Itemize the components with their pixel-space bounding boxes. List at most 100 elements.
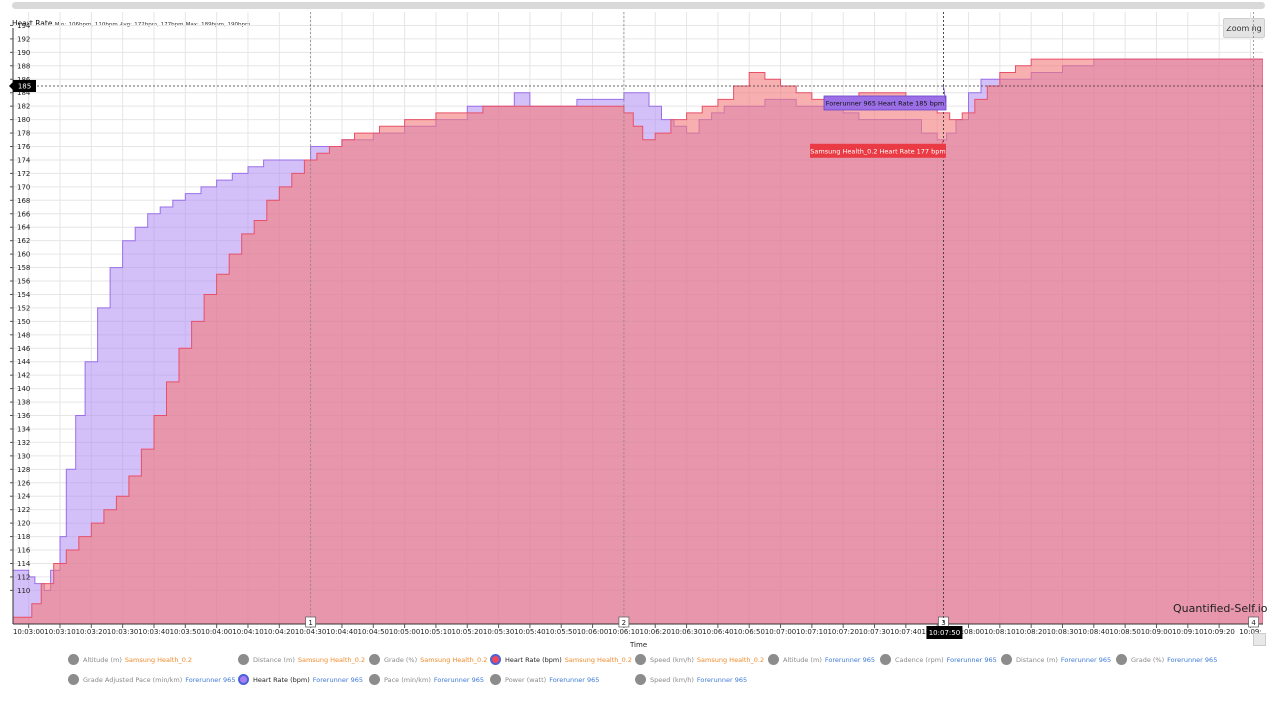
y-tick-label: 174 (17, 156, 31, 164)
x-tick-label: 10:08:30 (1047, 628, 1078, 636)
x-tick-label: 10:09:00 (1141, 628, 1172, 636)
x-tick-label: 10:09:10 (1172, 628, 1203, 636)
y-tick-label: 146 (17, 345, 31, 353)
x-tick-label: 10:05:20 (452, 628, 483, 636)
legend-source-label: Forerunner 965 (1167, 655, 1218, 664)
legend-source-label: Forerunner 965 (824, 655, 876, 664)
y-tick-label: 140 (17, 385, 30, 393)
y-tick-label: 164 (17, 224, 31, 232)
y-tick-label: 136 (17, 412, 31, 420)
y-tick-label: 194 (17, 22, 31, 30)
legend-toggle-dot[interactable] (880, 654, 891, 665)
y-tick-label: 142 (17, 372, 30, 380)
x-tick-label: 10:07:30 (859, 628, 890, 636)
y-tick-label: 130 (17, 452, 30, 460)
lap-label: 2 (622, 619, 626, 627)
zooming-button[interactable]: Zooming (1223, 18, 1265, 38)
y-tick-label: 186 (17, 76, 31, 84)
legend-item[interactable]: Altitude (m) Samsung Health_0.2 (68, 654, 192, 665)
samsung-heart-rate-area (13, 58, 1263, 624)
legend-metric-label: Heart Rate (bpm) (505, 655, 562, 664)
legend-item[interactable]: Cadence (rpm) Forerunner 965 (880, 654, 997, 665)
y-tick-label: 180 (17, 116, 30, 124)
legend-metric-label: Power (watt) (505, 675, 547, 684)
y-tick-label: 144 (17, 358, 31, 366)
legend-item[interactable]: Pace (min/km) Forerunner 965 (369, 674, 484, 685)
x-tick-label: 10:06:30 (671, 628, 702, 636)
reset-zoom-corner[interactable] (1253, 633, 1266, 646)
legend-item[interactable]: Speed (km/h) Forerunner 965 (635, 674, 747, 685)
x-tick-label: 10:07:40 (890, 628, 921, 636)
legend-toggle-dot[interactable] (238, 674, 249, 685)
legend-item[interactable]: Grade Adjusted Pace (min/km) Forerunner 9… (68, 674, 235, 685)
x-tick-label: 10:05:10 (420, 628, 451, 636)
legend-metric-label: Grade (%) (384, 655, 418, 664)
y-tick-label: 126 (17, 479, 31, 487)
legend-item[interactable]: Distance (m) Forerunner 965 (1001, 654, 1111, 665)
x-tick-label: 10:06:40 (702, 628, 733, 636)
x-tick-label: 10:03:30 (107, 628, 138, 636)
legend-metric-label: Altitude (m) (783, 655, 822, 664)
legend-toggle-dot[interactable] (369, 674, 380, 685)
y-tick-label: 166 (17, 210, 31, 218)
legend-toggle-dot[interactable] (768, 654, 779, 665)
legend-toggle-dot[interactable] (635, 654, 646, 665)
legend-toggle-dot[interactable] (635, 674, 646, 685)
x-tick-label: 10:03:40 (138, 628, 169, 636)
legend-item[interactable]: Grade (%) Samsung Health_0.2 (369, 654, 487, 665)
y-tick-label: 138 (17, 399, 30, 407)
legend-item[interactable]: Grade (%) Forerunner 965 (1116, 654, 1217, 665)
legend-toggle-dot[interactable] (369, 654, 380, 665)
legend-item[interactable]: Speed (km/h) Samsung Health_0.2 (635, 654, 764, 665)
legend-source-label: Samsung Health_0.2 (420, 655, 488, 664)
legend-toggle-dot[interactable] (1116, 654, 1127, 665)
x-tick-label: 10:09:20 (1203, 628, 1234, 636)
y-tick-label: 114 (17, 560, 31, 568)
axes (12, 28, 1263, 625)
legend-item[interactable]: Heart Rate (bpm) Forerunner 965 (238, 674, 363, 685)
legend-toggle-dot[interactable] (238, 654, 249, 665)
lap-box (1248, 616, 1260, 628)
legend-toggle-dot[interactable] (1001, 654, 1012, 665)
legend-source-label: Forerunner 965 (312, 675, 363, 684)
legend-source-label: Forerunner 965 (1060, 655, 1112, 664)
legend-metric-label: Pace (min/km) (384, 675, 431, 684)
x-tick-label: 10:09: (1239, 628, 1262, 636)
legend-metric-label: Distance (m) (253, 655, 295, 664)
crosshair-overlay: 185 10:07:50 Forerunner 965 Heart Rate 185… (9, 12, 1263, 639)
y-tick-label: 148 (17, 331, 30, 339)
y-tick-label: 178 (17, 130, 30, 138)
x-tick-label: 10:08:50 (1109, 628, 1140, 636)
legend-toggle-dot[interactable] (68, 654, 79, 665)
y-tick-label: 162 (17, 237, 30, 245)
chart-title-text: Heart Rate (12, 19, 53, 28)
brand-watermark: Quantified-Self.io (1173, 602, 1268, 615)
horizontal-scrollbar[interactable] (12, 2, 1265, 9)
legend-metric-label: Cadence (rpm) (895, 655, 944, 664)
legend-toggle-dot[interactable] (490, 654, 501, 665)
y-tick-label: 192 (17, 35, 30, 43)
y-tick-label: 184 (17, 89, 31, 97)
legend-item[interactable]: Power (watt) Forerunner 965 (490, 674, 599, 685)
y-tick-label: 176 (17, 143, 31, 151)
y-tick-label: 168 (17, 197, 30, 205)
y-tick-label: 112 (17, 573, 30, 581)
y-tick-label: 150 (17, 318, 30, 326)
legend-item[interactable]: Heart Rate (bpm) Samsung Health_0.2 (490, 654, 632, 665)
x-tick-label: 10:08:40 (1078, 628, 1109, 636)
legend-metric-label: Distance (m) (1016, 655, 1058, 664)
x-tick-label: 10:04:50 (358, 628, 389, 636)
legend-item[interactable]: Distance (m) Samsung Health_0.2 (238, 654, 365, 665)
x-tick-label: 10:06:50 (733, 628, 764, 636)
y-tick-label: 154 (17, 291, 31, 299)
legend-toggle-dot[interactable] (68, 674, 79, 685)
x-tick-label: 10:04:20 (264, 628, 295, 636)
x-tick-label: 10:03:10 (44, 628, 75, 636)
legend-item[interactable]: Altitude (m) Forerunner 965 (768, 654, 875, 665)
legend-metric-label: Speed (km/h) (650, 655, 694, 664)
legend-metric-label: Speed (km/h) (650, 675, 694, 684)
legend-source-label: Forerunner 965 (185, 675, 236, 684)
series-areas (13, 58, 1263, 624)
legend-toggle-dot[interactable] (490, 674, 501, 685)
